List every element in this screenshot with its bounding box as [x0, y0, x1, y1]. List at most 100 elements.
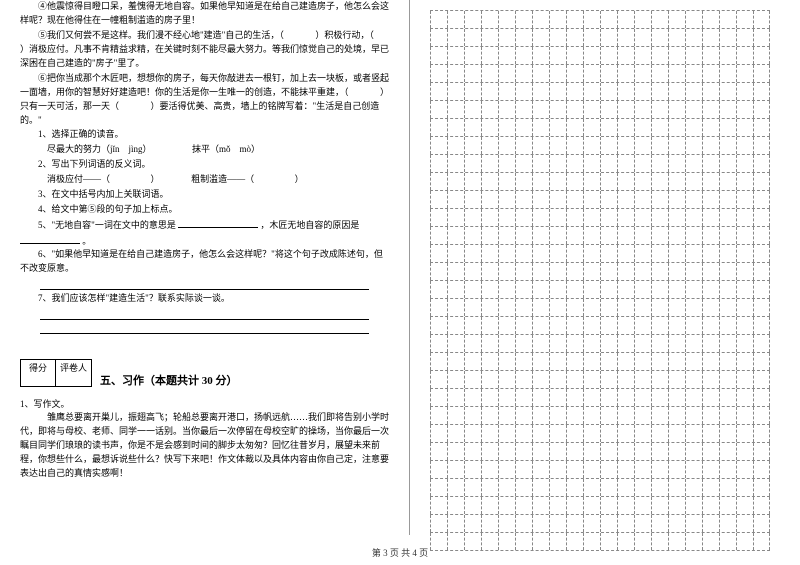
grid-cell[interactable] — [736, 515, 753, 532]
grid-cell[interactable] — [515, 227, 532, 244]
grid-cell[interactable] — [566, 29, 583, 46]
grid-cell[interactable] — [685, 11, 702, 28]
grid-cell[interactable] — [549, 335, 566, 352]
grid-cell[interactable] — [651, 281, 668, 298]
grid-cell[interactable] — [498, 299, 515, 316]
grid-cell[interactable] — [685, 209, 702, 226]
grid-cell[interactable] — [719, 461, 736, 478]
grid-cell[interactable] — [753, 155, 770, 172]
grid-cell[interactable] — [566, 371, 583, 388]
grid-cell[interactable] — [498, 353, 515, 370]
grid-cell[interactable] — [617, 407, 634, 424]
grid-cell[interactable] — [719, 479, 736, 496]
grid-cell[interactable] — [430, 497, 447, 514]
grid-cell[interactable] — [498, 497, 515, 514]
grid-cell[interactable] — [617, 83, 634, 100]
grid-cell[interactable] — [651, 11, 668, 28]
grid-cell[interactable] — [430, 209, 447, 226]
grid-cell[interactable] — [515, 173, 532, 190]
grid-cell[interactable] — [651, 461, 668, 478]
grid-cell[interactable] — [532, 389, 549, 406]
grid-cell[interactable] — [515, 29, 532, 46]
grid-cell[interactable] — [668, 371, 685, 388]
grid-cell[interactable] — [600, 299, 617, 316]
grid-cell[interactable] — [651, 65, 668, 82]
grid-cell[interactable] — [736, 245, 753, 262]
answer-blank[interactable] — [20, 234, 80, 244]
grid-cell[interactable] — [464, 83, 481, 100]
grid-cell[interactable] — [498, 191, 515, 208]
grid-cell[interactable] — [651, 497, 668, 514]
grid-cell[interactable] — [498, 515, 515, 532]
grid-cell[interactable] — [566, 479, 583, 496]
grid-cell[interactable] — [753, 479, 770, 496]
grid-cell[interactable] — [753, 47, 770, 64]
grid-cell[interactable] — [702, 299, 719, 316]
grid-cell[interactable] — [600, 245, 617, 262]
grid-cell[interactable] — [532, 461, 549, 478]
grid-cell[interactable] — [753, 371, 770, 388]
grid-cell[interactable] — [464, 299, 481, 316]
grid-cell[interactable] — [668, 263, 685, 280]
grid-cell[interactable] — [464, 137, 481, 154]
grid-cell[interactable] — [515, 425, 532, 442]
grid-cell[interactable] — [549, 263, 566, 280]
grid-cell[interactable] — [464, 227, 481, 244]
grid-cell[interactable] — [668, 101, 685, 118]
grid-cell[interactable] — [617, 29, 634, 46]
grid-cell[interactable] — [651, 299, 668, 316]
grid-cell[interactable] — [447, 173, 464, 190]
grid-cell[interactable] — [464, 173, 481, 190]
grid-cell[interactable] — [617, 515, 634, 532]
grid-cell[interactable] — [685, 407, 702, 424]
grid-cell[interactable] — [549, 479, 566, 496]
grid-cell[interactable] — [532, 353, 549, 370]
grid-cell[interactable] — [515, 155, 532, 172]
grid-cell[interactable] — [566, 65, 583, 82]
grid-cell[interactable] — [753, 101, 770, 118]
grid-cell[interactable] — [532, 515, 549, 532]
grid-cell[interactable] — [685, 335, 702, 352]
grid-cell[interactable] — [668, 317, 685, 334]
grid-cell[interactable] — [464, 353, 481, 370]
grid-cell[interactable] — [736, 371, 753, 388]
grid-cell[interactable] — [447, 101, 464, 118]
grid-cell[interactable] — [532, 425, 549, 442]
grid-cell[interactable] — [464, 245, 481, 262]
grid-cell[interactable] — [634, 191, 651, 208]
grid-cell[interactable] — [736, 281, 753, 298]
grid-cell[interactable] — [600, 479, 617, 496]
grid-cell[interactable] — [566, 389, 583, 406]
grid-cell[interactable] — [464, 101, 481, 118]
grid-cell[interactable] — [617, 11, 634, 28]
grid-cell[interactable] — [532, 191, 549, 208]
grid-cell[interactable] — [668, 479, 685, 496]
grid-cell[interactable] — [515, 335, 532, 352]
grid-cell[interactable] — [719, 443, 736, 460]
grid-cell[interactable] — [702, 515, 719, 532]
grid-cell[interactable] — [498, 227, 515, 244]
grid-cell[interactable] — [668, 353, 685, 370]
grid-cell[interactable] — [651, 317, 668, 334]
grid-cell[interactable] — [617, 299, 634, 316]
grid-cell[interactable] — [430, 173, 447, 190]
grid-cell[interactable] — [617, 317, 634, 334]
grid-cell[interactable] — [685, 245, 702, 262]
grid-cell[interactable] — [481, 173, 498, 190]
grid-cell[interactable] — [515, 461, 532, 478]
grid-cell[interactable] — [719, 65, 736, 82]
grid-cell[interactable] — [702, 425, 719, 442]
grid-cell[interactable] — [753, 209, 770, 226]
grid-cell[interactable] — [498, 335, 515, 352]
grid-cell[interactable] — [702, 263, 719, 280]
grid-cell[interactable] — [753, 443, 770, 460]
grid-cell[interactable] — [515, 47, 532, 64]
grid-cell[interactable] — [583, 281, 600, 298]
grid-cell[interactable] — [447, 29, 464, 46]
grid-cell[interactable] — [753, 11, 770, 28]
grid-cell[interactable] — [532, 479, 549, 496]
grid-cell[interactable] — [515, 245, 532, 262]
grid-cell[interactable] — [668, 497, 685, 514]
grid-cell[interactable] — [668, 425, 685, 442]
grid-cell[interactable] — [719, 245, 736, 262]
